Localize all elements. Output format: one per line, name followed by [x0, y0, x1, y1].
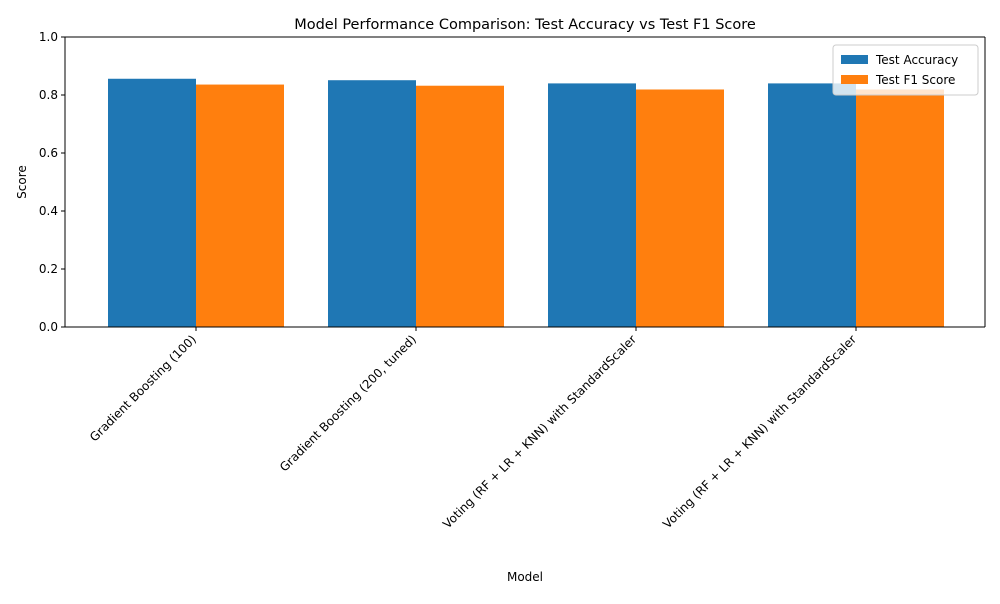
- bar-test-accuracy-3: [548, 83, 636, 328]
- y-axis-title: Score: [15, 165, 29, 199]
- chart-title: Model Performance Comparison: Test Accur…: [294, 17, 756, 33]
- bar-test-f1-score-2: [416, 85, 504, 327]
- legend-swatch: [841, 75, 868, 84]
- legend-box: [832, 44, 979, 96]
- legend: Test Accuracy Test F1 Score: [832, 44, 979, 96]
- bar-test-f1-score-3: [636, 89, 724, 328]
- legend-swatch: [841, 55, 868, 64]
- bar-test-accuracy-4: [768, 83, 856, 328]
- bar-test-f1-score-4: [856, 89, 944, 328]
- bar-test-accuracy-2: [328, 80, 416, 328]
- y-tick-label: 0.8: [39, 88, 58, 102]
- legend-label: Test F1 Score: [875, 73, 955, 87]
- y-tick-label: 0.0: [39, 320, 58, 334]
- y-tick-label: 0.6: [39, 146, 58, 160]
- bar-test-f1-score-1: [196, 84, 284, 327]
- y-tick-label: 0.2: [39, 262, 58, 276]
- y-tick-label: 1.0: [39, 30, 58, 44]
- bars-layer: [108, 78, 944, 328]
- bar-test-accuracy-1: [108, 78, 196, 327]
- legend-label: Test Accuracy: [875, 53, 958, 67]
- y-tick-label: 0.4: [39, 204, 58, 218]
- x-axis-title: Model: [507, 570, 543, 584]
